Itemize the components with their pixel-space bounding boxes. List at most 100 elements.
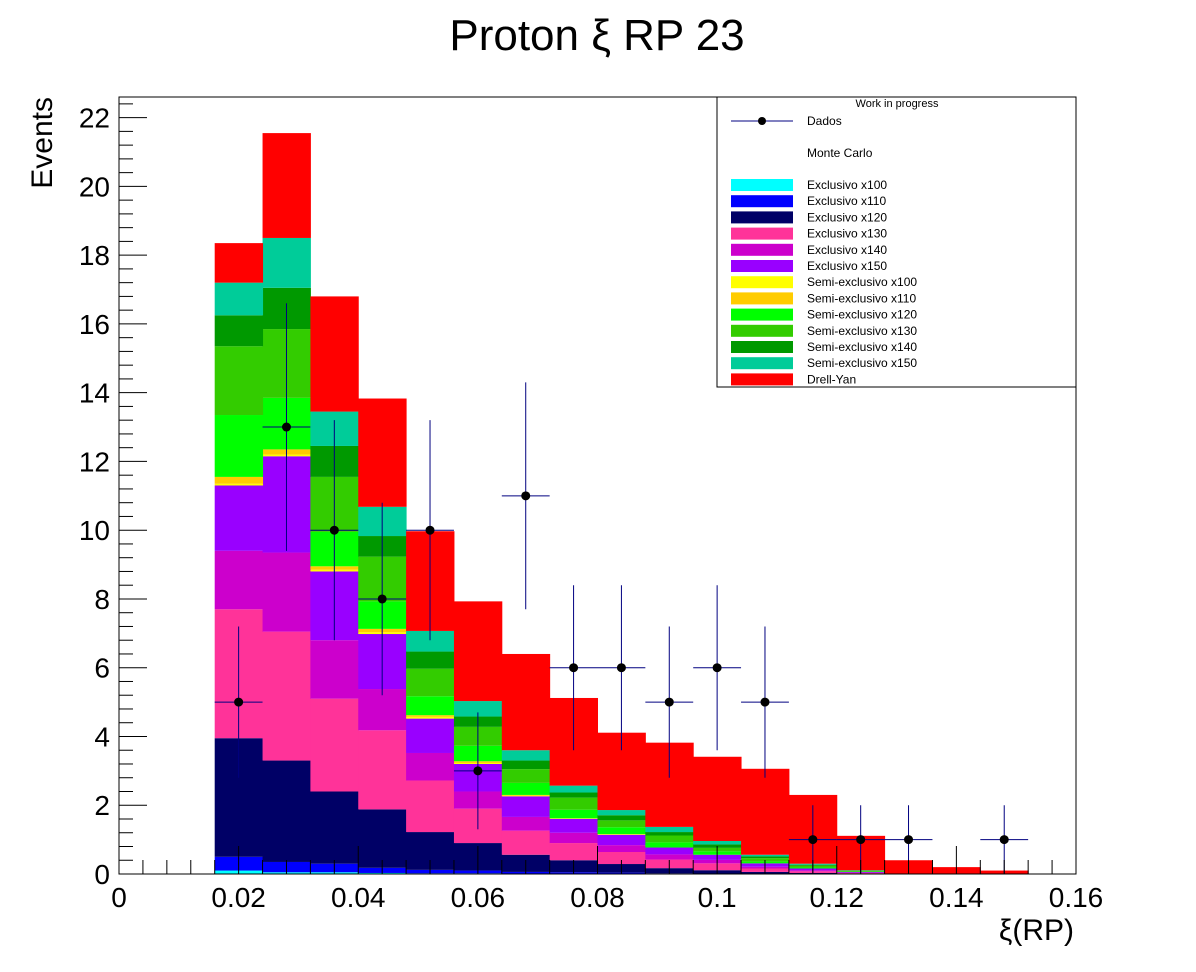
legend-box <box>716 96 1077 388</box>
hist-bar <box>645 835 694 843</box>
hist-bar <box>310 296 359 412</box>
hist-bar <box>549 797 598 810</box>
hist-bar <box>645 842 694 848</box>
hist-bar <box>597 820 646 828</box>
y-tick-label: 22 <box>79 103 110 134</box>
legend-data-marker <box>758 117 766 125</box>
data-point <box>664 697 674 707</box>
legend-entry-label: Drell-Yan <box>807 372 856 386</box>
hist-bar <box>453 601 503 702</box>
hist-bar <box>501 830 551 855</box>
hist-bar <box>310 698 359 792</box>
legend-data-label: Dados <box>807 114 842 128</box>
x-tick-label: 0.06 <box>451 882 506 913</box>
x-tick-label: 0.1 <box>698 882 737 913</box>
hist-bar <box>501 816 551 831</box>
hist-bar <box>741 856 790 859</box>
hist-bar <box>310 640 359 699</box>
legend-swatch <box>731 227 793 240</box>
legend-header: Work in progress <box>856 98 939 110</box>
legend-swatch <box>731 308 793 321</box>
hist-bar <box>645 832 694 836</box>
legend-entries: Exclusivo x100 Exclusivo x110 Exclusivo x1… <box>731 178 917 386</box>
hist-bar <box>406 715 455 717</box>
hist-bar <box>597 810 646 816</box>
legend-mc-label: Monte Carlo <box>807 146 873 160</box>
hist-bar <box>214 550 264 610</box>
x-tick-label: 0.14 <box>929 882 984 913</box>
hist-bar <box>262 631 311 761</box>
y-axis-label: Events <box>26 97 59 189</box>
x-tick-label: 0.12 <box>810 882 865 913</box>
x-axis-label: ξ(RP) <box>999 914 1074 947</box>
legend-entry-label: Semi-exclusivo x140 <box>807 340 917 354</box>
hist-bar <box>549 843 598 861</box>
hist-bar <box>406 752 455 781</box>
y-tick-label: 18 <box>79 240 110 271</box>
y-tick-label: 0 <box>94 859 110 890</box>
y-tick-label: 16 <box>79 309 110 340</box>
hist-bar <box>501 796 551 817</box>
data-point <box>760 697 770 707</box>
data-point <box>521 491 531 501</box>
hist-bar <box>645 847 694 855</box>
legend-entry-label: Exclusivo x150 <box>807 259 887 273</box>
legend-swatch <box>731 211 793 224</box>
legend-swatch <box>731 243 793 256</box>
y-tick-label: 12 <box>79 446 110 477</box>
y-tick-label: 14 <box>79 378 110 409</box>
hist-bar <box>549 792 598 798</box>
data-point <box>616 663 626 673</box>
hist-bar <box>693 840 742 845</box>
hist-bar <box>549 809 598 819</box>
hist-bar <box>406 696 455 716</box>
legend-entry-data: Dados <box>731 114 842 128</box>
legend-swatch <box>731 373 793 386</box>
y-tick-label: 4 <box>94 721 110 752</box>
legend-swatch <box>731 276 793 289</box>
x-tick-label: 0.16 <box>1049 882 1104 913</box>
hist-bar <box>214 282 264 316</box>
legend-entry-label: Exclusivo x130 <box>807 227 887 241</box>
hist-bar <box>214 346 264 416</box>
hist-bar <box>501 769 551 783</box>
legend-swatch <box>731 195 793 208</box>
hist-bar <box>214 415 264 477</box>
hist-bar <box>406 716 455 719</box>
y-tick-label: 2 <box>94 790 110 821</box>
hist-bar <box>597 834 646 846</box>
hist-bar <box>310 791 359 864</box>
legend-entry-label: Exclusivo x110 <box>807 194 886 208</box>
hist-bar <box>693 756 742 841</box>
hist-bar <box>549 818 598 833</box>
x-tick-label: 0.08 <box>570 882 625 913</box>
hist-bar <box>406 668 455 697</box>
data-point <box>377 594 387 604</box>
hist-bar <box>262 133 311 238</box>
y-tick-label: 20 <box>79 171 110 202</box>
hist-bar <box>549 785 598 793</box>
data-point <box>904 835 914 845</box>
hist-bar <box>501 750 551 761</box>
data-point <box>569 663 579 673</box>
data-point <box>999 835 1009 845</box>
hist-bar <box>597 815 646 821</box>
legend-swatch <box>731 260 793 272</box>
legend-entry-label: Semi-exclusivo x120 <box>807 308 917 322</box>
hist-bar <box>597 851 646 865</box>
legend-entry-label: Exclusivo x100 <box>807 178 887 192</box>
hist-bar <box>406 780 455 833</box>
hist-bar <box>214 476 264 484</box>
hist-bar <box>597 845 646 852</box>
legend: Work in progress Dados Monte Carlo Exclu… <box>716 96 1077 388</box>
hist-bar <box>549 832 598 844</box>
legend-swatch <box>731 324 793 337</box>
x-tick-label: 0 <box>111 882 127 913</box>
legend-swatch <box>731 179 793 191</box>
hist-bar <box>741 854 790 857</box>
legend-entry-label: Exclusivo x120 <box>807 210 887 224</box>
hist-bar <box>501 782 551 795</box>
hist-bar <box>501 795 551 797</box>
legend-entry-label: Semi-exclusivo x130 <box>807 324 917 338</box>
hist-bar <box>358 398 407 507</box>
